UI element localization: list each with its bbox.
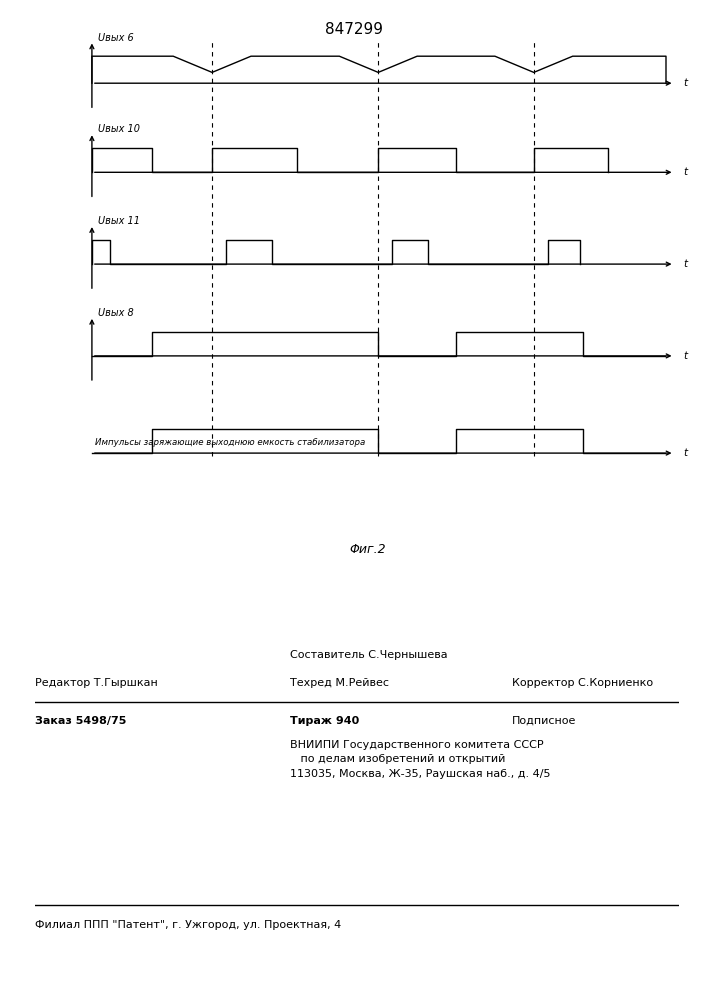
Text: Составитель С.Чернышева: Составитель С.Чернышева — [291, 650, 448, 660]
Text: Uвыx 8: Uвыx 8 — [98, 308, 134, 318]
Text: t: t — [683, 259, 687, 269]
Text: t: t — [683, 167, 687, 177]
Text: Редактор Т.Гыршкан: Редактор Т.Гыршкан — [35, 678, 158, 688]
Text: t: t — [683, 78, 687, 88]
Text: Подписное: Подписное — [513, 716, 577, 726]
Text: 847299: 847299 — [325, 22, 382, 37]
Text: ВНИИПИ Государственного комитета СССР
   по делам изобретений и открытий
113035,: ВНИИПИ Государственного комитета СССР по… — [291, 740, 551, 779]
Text: Заказ 5498/75: Заказ 5498/75 — [35, 716, 127, 726]
Text: Φиг.2: Φиг.2 — [349, 543, 386, 556]
Text: Техред М.Рейвес: Техред М.Рейвес — [291, 678, 390, 688]
Text: t: t — [683, 351, 687, 361]
Text: Тираж 940: Тираж 940 — [291, 716, 360, 726]
Text: t: t — [683, 448, 687, 458]
Text: Uвыx 6: Uвыx 6 — [98, 33, 134, 43]
Text: Uвыx 11: Uвыx 11 — [98, 216, 139, 226]
Text: Филиал ППП "Патент", г. Ужгород, ул. Проектная, 4: Филиал ППП "Патент", г. Ужгород, ул. Про… — [35, 920, 341, 930]
Text: Импульсы заряжающие выходнюю емкость стабилизатора: Импульсы заряжающие выходнюю емкость ста… — [95, 438, 366, 447]
Text: Uвыx 10: Uвыx 10 — [98, 124, 139, 134]
Text: Корректор С.Корниенко: Корректор С.Корниенко — [513, 678, 653, 688]
